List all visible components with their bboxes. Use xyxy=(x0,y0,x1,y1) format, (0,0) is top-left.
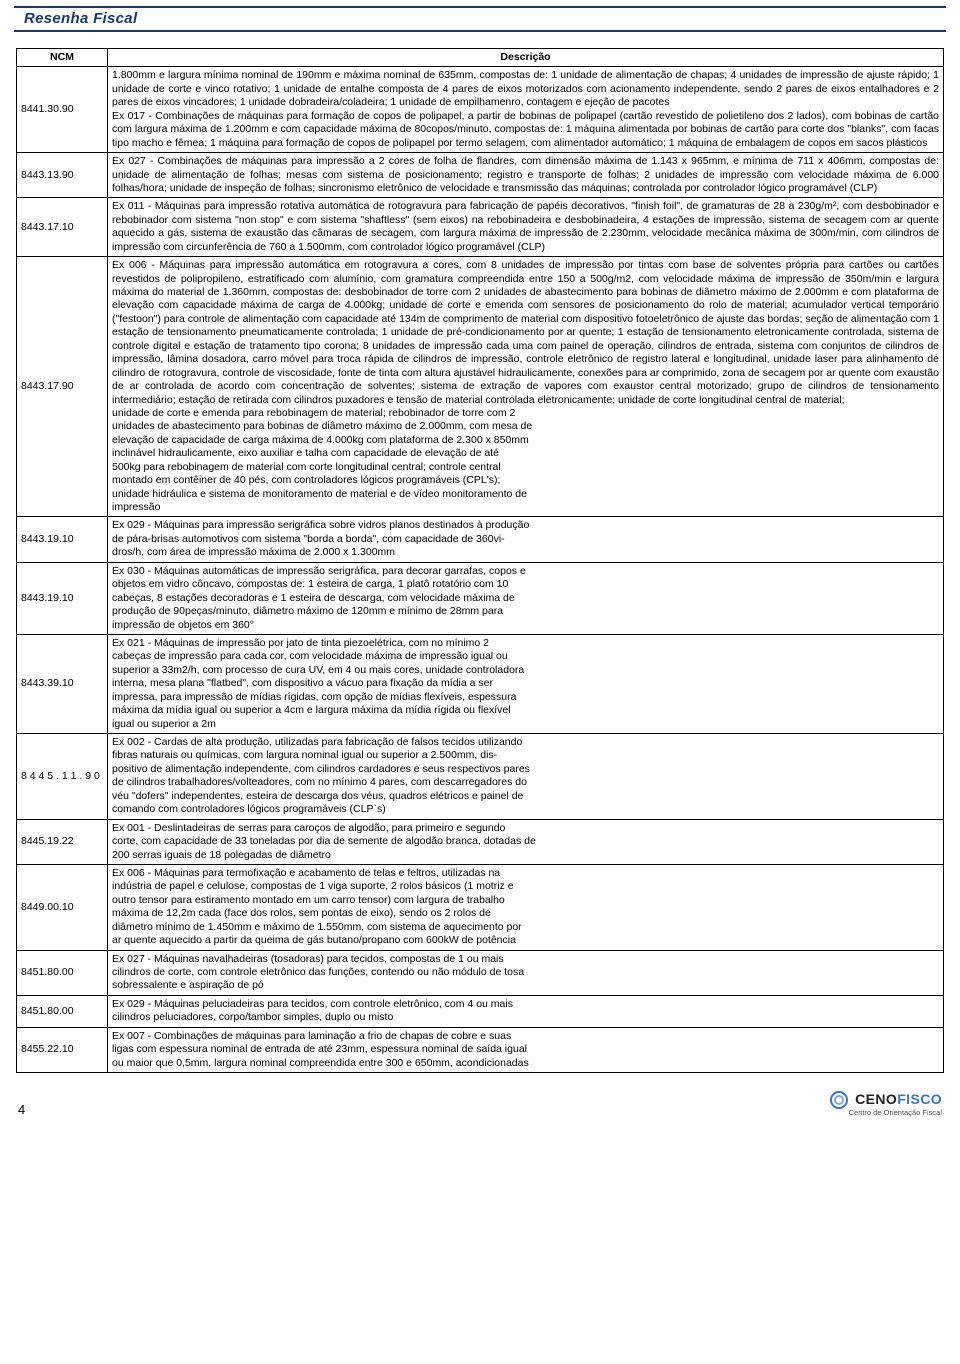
table-row: 8443.17.90Ex 006 - Máquinas para impress… xyxy=(17,257,944,517)
cell-desc: Ex 002 - Cardas de alta produção, utiliz… xyxy=(108,734,944,820)
ncm-table: NCM Descrição 8441.30.901.800mm e largur… xyxy=(16,48,944,1073)
table-row: 8443.19.10Ex 029 - Máquinas para impress… xyxy=(17,517,944,562)
cell-ncm: 8451.80.00 xyxy=(17,950,108,995)
cell-desc: 1.800mm e largura mínima nominal de 190m… xyxy=(108,67,944,153)
cell-ncm: 8443.13.90 xyxy=(17,153,108,198)
table-row: 8443.13.90Ex 027 - Combinações de máquin… xyxy=(17,153,944,198)
table-row: 8443.39.10Ex 021 - Máquinas de impressão… xyxy=(17,634,944,733)
logo-icon xyxy=(830,1091,848,1109)
publisher-logo: CENOFISCO Centro de Orientação Fiscal xyxy=(830,1091,942,1117)
cell-ncm: 8443.19.10 xyxy=(17,562,108,634)
table-body: 8441.30.901.800mm e largura mínima nomin… xyxy=(17,67,944,1073)
cell-desc: Ex 011 - Máquinas para impressão rotativ… xyxy=(108,198,944,257)
col-header-ncm: NCM xyxy=(17,49,108,67)
document-title: Resenha Fiscal xyxy=(24,10,137,27)
page-number: 4 xyxy=(18,1102,25,1117)
cell-desc: Ex 006 - Máquinas para impressão automát… xyxy=(108,257,944,517)
table-row: 8451.80.00Ex 027 - Máquinas navalhadeira… xyxy=(17,950,944,995)
cell-desc: Ex 029 - Máquinas peluciadeiras para tec… xyxy=(108,995,944,1027)
table-row: 8445.19.22Ex 001 - Deslintadeiras de ser… xyxy=(17,819,944,864)
cell-desc: Ex 021 - Máquinas de impressão por jato … xyxy=(108,634,944,733)
cell-desc: Ex 007 - Combinações de máquinas para la… xyxy=(108,1027,944,1072)
cell-desc: Ex 030 - Máquinas automáticas de impress… xyxy=(108,562,944,634)
cell-desc: Ex 006 - Máquinas para termofixação e ac… xyxy=(108,864,944,950)
table-row: 8 4 4 5 . 1 1 . 9 0Ex 002 - Cardas de al… xyxy=(17,734,944,820)
cell-ncm: 8451.80.00 xyxy=(17,995,108,1027)
table-row: 8441.30.901.800mm e largura mínima nomin… xyxy=(17,67,944,153)
table-row: 8455.22.10Ex 007 - Combinações de máquin… xyxy=(17,1027,944,1072)
cell-desc: Ex 027 - Máquinas navalhadeiras (tosador… xyxy=(108,950,944,995)
col-header-desc: Descrição xyxy=(108,49,944,67)
logo-text: CENOFISCO xyxy=(855,1091,942,1107)
logo-part1: CENO xyxy=(855,1091,897,1107)
document-header: Resenha Fiscal xyxy=(14,6,946,32)
cell-ncm: 8443.39.10 xyxy=(17,634,108,733)
logo-subtitle: Centro de Orientação Fiscal xyxy=(830,1109,942,1117)
cell-ncm: 8443.19.10 xyxy=(17,517,108,562)
cell-ncm: 8455.22.10 xyxy=(17,1027,108,1072)
table-row: 8443.19.10Ex 030 - Máquinas automáticas … xyxy=(17,562,944,634)
logo-part2: FISCO xyxy=(897,1091,942,1107)
cell-ncm: 8445.19.22 xyxy=(17,819,108,864)
cell-desc: Ex 001 - Deslintadeiras de serras para c… xyxy=(108,819,944,864)
table-row: 8443.17.10Ex 011 - Máquinas para impress… xyxy=(17,198,944,257)
cell-ncm: 8443.17.90 xyxy=(17,257,108,517)
cell-desc: Ex 027 - Combinações de máquinas para im… xyxy=(108,153,944,198)
table-row: 8449.00.10Ex 006 - Máquinas para termofi… xyxy=(17,864,944,950)
page-footer: 4 CENOFISCO Centro de Orientação Fiscal xyxy=(0,1073,960,1127)
cell-ncm: 8449.00.10 xyxy=(17,864,108,950)
cell-ncm: 8441.30.90 xyxy=(17,67,108,153)
cell-ncm: 8 4 4 5 . 1 1 . 9 0 xyxy=(17,734,108,820)
cell-desc: Ex 029 - Máquinas para impressão serigrá… xyxy=(108,517,944,562)
cell-ncm: 8443.17.10 xyxy=(17,198,108,257)
table-row: 8451.80.00Ex 029 - Máquinas peluciadeira… xyxy=(17,995,944,1027)
table-header-row: NCM Descrição xyxy=(17,49,944,67)
